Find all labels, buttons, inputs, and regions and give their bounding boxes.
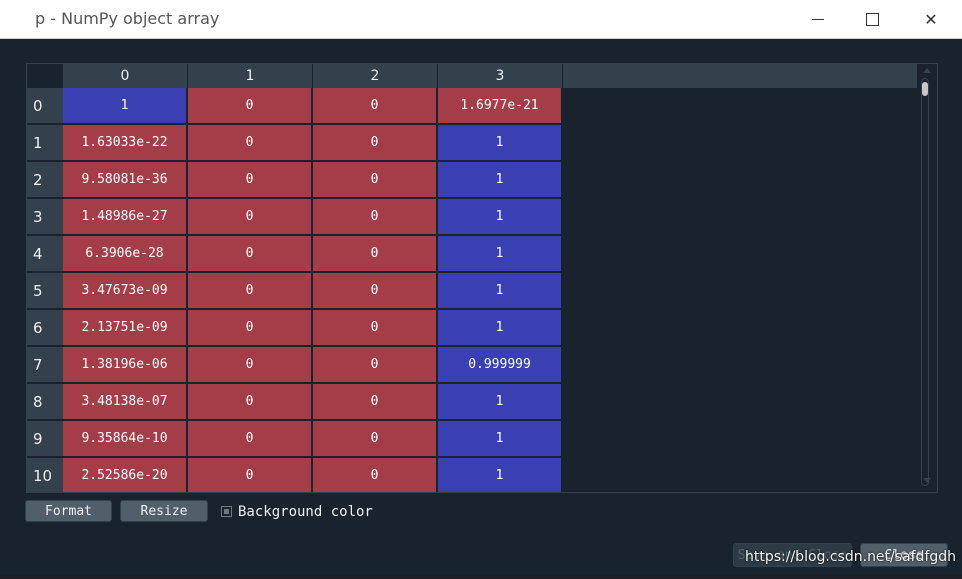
- close-icon: ✕: [924, 9, 938, 29]
- table-cell[interactable]: 2.52586e-20: [63, 458, 187, 492]
- table-cell[interactable]: 1: [438, 125, 562, 161]
- close-window-button[interactable]: ✕: [908, 0, 954, 38]
- table-cell[interactable]: 0: [188, 384, 312, 420]
- table-cell[interactable]: 0: [313, 199, 437, 235]
- table-corner: [27, 64, 63, 88]
- background-color-label: Background color: [238, 504, 373, 520]
- scroll-down-arrow-icon[interactable]: [923, 478, 931, 483]
- table-cell[interactable]: 0: [188, 125, 312, 161]
- table-cell[interactable]: 3.47673e-09: [63, 273, 187, 309]
- scrollbar-track[interactable]: [921, 78, 929, 486]
- row-header-5[interactable]: 5: [27, 273, 63, 309]
- table-cell[interactable]: 0.999999: [438, 347, 562, 383]
- table-cell[interactable]: 0: [188, 162, 312, 198]
- table-cell[interactable]: 1: [438, 384, 562, 420]
- column-header-0[interactable]: 0: [63, 64, 188, 88]
- row-header-2[interactable]: 2: [27, 162, 63, 198]
- background-color-checkbox[interactable]: [221, 506, 232, 517]
- table-cell[interactable]: 0: [188, 347, 312, 383]
- resize-button[interactable]: Resize: [120, 500, 208, 522]
- table-cell[interactable]: 0: [188, 88, 312, 124]
- row-header-6[interactable]: 6: [27, 310, 63, 346]
- scrollbar-thumb[interactable]: [922, 82, 928, 96]
- table-cell[interactable]: 0: [188, 310, 312, 346]
- column-header-3[interactable]: 3: [438, 64, 563, 88]
- table-cell[interactable]: 0: [313, 236, 437, 272]
- table-cell[interactable]: 1: [438, 310, 562, 346]
- table-cell[interactable]: 0: [313, 384, 437, 420]
- row-header-7[interactable]: 7: [27, 347, 63, 383]
- table-cell[interactable]: 0: [188, 199, 312, 235]
- table-cell[interactable]: 0: [313, 125, 437, 161]
- save-and-close-button[interactable]: Save and Close: [733, 543, 852, 567]
- row-header-10[interactable]: 10: [27, 458, 63, 492]
- table-cell[interactable]: 0: [313, 347, 437, 383]
- table-cell[interactable]: 0: [188, 458, 312, 492]
- table-cell[interactable]: 1.63033e-22: [63, 125, 187, 161]
- table-cell[interactable]: 0: [313, 162, 437, 198]
- row-header-8[interactable]: 8: [27, 384, 63, 420]
- minimize-icon: [812, 18, 824, 20]
- watermark-text: https://blog.csdn.net/safdfgdh: [745, 549, 957, 565]
- close-button[interactable]: Close: [860, 543, 948, 567]
- bottom-strip: [0, 575, 962, 579]
- table-cell[interactable]: 1: [438, 162, 562, 198]
- table-cell[interactable]: 1: [438, 199, 562, 235]
- table-cell[interactable]: 3.48138e-07: [63, 384, 187, 420]
- table-cell[interactable]: 0: [313, 458, 437, 492]
- table-cell[interactable]: 0: [313, 88, 437, 124]
- maximize-icon: [865, 12, 879, 26]
- table-cell[interactable]: 2.13751e-09: [63, 310, 187, 346]
- format-button[interactable]: Format: [25, 500, 112, 522]
- table-cell[interactable]: 1: [438, 273, 562, 309]
- title-bar: p - NumPy object array ✕: [0, 0, 962, 39]
- row-header-9[interactable]: 9: [27, 421, 63, 457]
- table-cell[interactable]: 0: [188, 421, 312, 457]
- row-header-0[interactable]: 0: [27, 88, 63, 124]
- table-cell[interactable]: 0: [313, 421, 437, 457]
- row-header-4[interactable]: 4: [27, 236, 63, 272]
- column-header-2[interactable]: 2: [313, 64, 438, 88]
- maximize-button[interactable]: [849, 0, 895, 38]
- table-cell[interactable]: 0: [313, 310, 437, 346]
- table-cell[interactable]: 9.58081e-36: [63, 162, 187, 198]
- window-title: p - NumPy object array: [35, 9, 220, 28]
- table-cell[interactable]: 0: [313, 273, 437, 309]
- table-cell[interactable]: 1: [63, 88, 187, 124]
- table-cell[interactable]: 1.38196e-06: [63, 347, 187, 383]
- table-cell[interactable]: 1: [438, 236, 562, 272]
- row-header-3[interactable]: 3: [27, 199, 63, 235]
- table-cell[interactable]: 9.35864e-10: [63, 421, 187, 457]
- checkbox-check-icon: [224, 509, 229, 514]
- vertical-scrollbar[interactable]: [919, 78, 933, 488]
- table-cell[interactable]: 1.6977e-21: [438, 88, 562, 124]
- column-header-1[interactable]: 1: [188, 64, 313, 88]
- row-header-1[interactable]: 1: [27, 125, 63, 161]
- table-cell[interactable]: 1: [438, 421, 562, 457]
- table-cell[interactable]: 1: [438, 458, 562, 492]
- table-cell[interactable]: 6.3906e-28: [63, 236, 187, 272]
- table-cell[interactable]: 0: [188, 236, 312, 272]
- scroll-up-arrow-icon[interactable]: [923, 68, 931, 73]
- table-cell[interactable]: 0: [188, 273, 312, 309]
- table-cell[interactable]: 1.48986e-27: [63, 199, 187, 235]
- minimize-button[interactable]: [795, 0, 841, 38]
